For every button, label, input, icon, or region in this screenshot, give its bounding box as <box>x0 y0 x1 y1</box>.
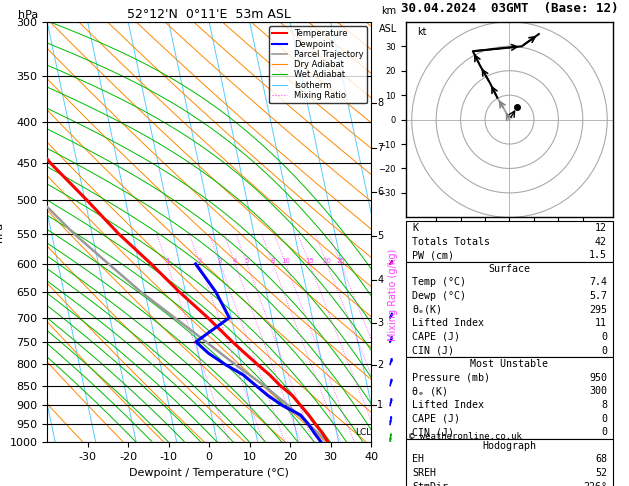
Text: 1.5: 1.5 <box>589 250 607 260</box>
Text: 5.7: 5.7 <box>589 291 607 301</box>
Text: 3: 3 <box>218 258 223 264</box>
FancyBboxPatch shape <box>406 439 613 486</box>
Text: 68: 68 <box>595 454 607 465</box>
Text: km: km <box>381 5 396 16</box>
Text: 10: 10 <box>281 258 290 264</box>
FancyBboxPatch shape <box>406 221 613 262</box>
Text: 5: 5 <box>245 258 249 264</box>
Text: 25: 25 <box>337 258 345 264</box>
Text: Lifted Index: Lifted Index <box>412 318 484 329</box>
Text: Mixing Ratio (g/kg): Mixing Ratio (g/kg) <box>388 249 398 341</box>
Text: hPa: hPa <box>18 10 38 20</box>
Text: 52: 52 <box>595 468 607 478</box>
Text: 6: 6 <box>377 188 384 197</box>
Text: 2: 2 <box>198 258 202 264</box>
Text: Hodograph: Hodograph <box>482 441 537 451</box>
Text: StmDir: StmDir <box>412 482 448 486</box>
Text: 0: 0 <box>601 427 607 437</box>
Text: 8: 8 <box>601 400 607 410</box>
Text: 0: 0 <box>601 346 607 356</box>
Text: 3: 3 <box>377 318 384 328</box>
Text: 226°: 226° <box>583 482 607 486</box>
Text: 30.04.2024  03GMT  (Base: 12): 30.04.2024 03GMT (Base: 12) <box>401 1 618 15</box>
Text: CIN (J): CIN (J) <box>412 346 454 356</box>
Text: Pressure (mb): Pressure (mb) <box>412 373 490 383</box>
Text: 7: 7 <box>377 142 384 153</box>
Text: 4: 4 <box>233 258 237 264</box>
Text: EH: EH <box>412 454 424 465</box>
X-axis label: Dewpoint / Temperature (°C): Dewpoint / Temperature (°C) <box>129 468 289 478</box>
Text: 2: 2 <box>377 360 384 370</box>
Text: Temp (°C): Temp (°C) <box>412 278 466 288</box>
Text: 300: 300 <box>589 386 607 397</box>
Text: θₑ(K): θₑ(K) <box>412 305 442 315</box>
Text: Dewp (°C): Dewp (°C) <box>412 291 466 301</box>
Text: 295: 295 <box>589 305 607 315</box>
Text: 8: 8 <box>377 98 384 107</box>
Text: Totals Totals: Totals Totals <box>412 237 490 247</box>
Text: ASL: ASL <box>379 24 398 34</box>
Text: 950: 950 <box>589 373 607 383</box>
Text: 1: 1 <box>377 400 384 411</box>
Text: kt: kt <box>416 27 426 37</box>
Text: 12: 12 <box>595 223 607 233</box>
Text: PW (cm): PW (cm) <box>412 250 454 260</box>
FancyBboxPatch shape <box>406 357 613 439</box>
FancyBboxPatch shape <box>406 262 613 357</box>
Text: 7.4: 7.4 <box>589 278 607 288</box>
Text: LCL: LCL <box>355 428 371 437</box>
Text: Most Unstable: Most Unstable <box>470 359 548 369</box>
Title: 52°12'N  0°11'E  53m ASL: 52°12'N 0°11'E 53m ASL <box>127 8 291 21</box>
Text: 42: 42 <box>595 237 607 247</box>
Text: CAPE (J): CAPE (J) <box>412 414 460 424</box>
Text: K: K <box>412 223 418 233</box>
Text: CIN (J): CIN (J) <box>412 427 454 437</box>
Text: θₑ (K): θₑ (K) <box>412 386 448 397</box>
Text: 4: 4 <box>377 275 384 285</box>
Text: Surface: Surface <box>489 264 530 274</box>
Text: Lifted Index: Lifted Index <box>412 400 484 410</box>
Text: SREH: SREH <box>412 468 436 478</box>
Y-axis label: hPa: hPa <box>0 222 4 242</box>
Legend: Temperature, Dewpoint, Parcel Trajectory, Dry Adiabat, Wet Adiabat, Isotherm, Mi: Temperature, Dewpoint, Parcel Trajectory… <box>269 26 367 103</box>
Text: 0: 0 <box>601 414 607 424</box>
Text: 15: 15 <box>305 258 314 264</box>
Text: 0: 0 <box>601 332 607 342</box>
Text: 5: 5 <box>377 231 384 241</box>
Text: CAPE (J): CAPE (J) <box>412 332 460 342</box>
Text: © weatheronline.co.uk: © weatheronline.co.uk <box>409 432 521 441</box>
Text: 20: 20 <box>323 258 331 264</box>
Text: 1: 1 <box>165 258 169 264</box>
Text: 8: 8 <box>270 258 275 264</box>
Text: 11: 11 <box>595 318 607 329</box>
